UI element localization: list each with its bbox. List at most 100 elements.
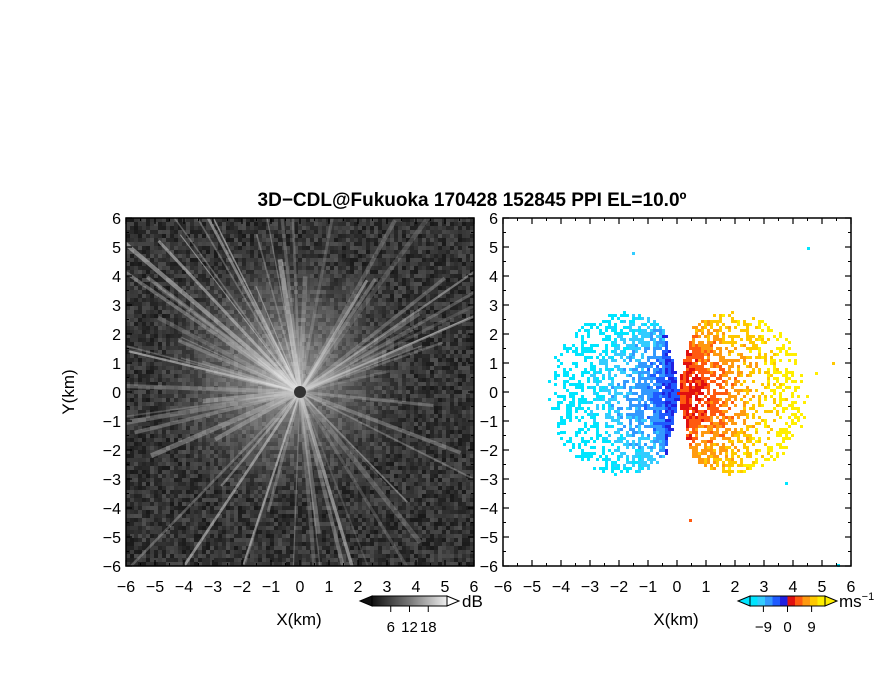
reflectivity-pixel: [190, 254, 194, 258]
reflectivity-pixel: [454, 350, 458, 354]
reflectivity-pixel: [190, 242, 194, 246]
reflectivity-pixel: [422, 378, 426, 382]
reflectivity-pixel: [454, 310, 458, 314]
reflectivity-pixel: [382, 222, 386, 226]
reflectivity-pixel: [454, 410, 458, 414]
reflectivity-pixel: [154, 278, 158, 282]
reflectivity-pixel: [398, 234, 402, 238]
reflectivity-pixel: [362, 226, 366, 230]
reflectivity-pixel: [166, 274, 170, 278]
reflectivity-pixel: [462, 430, 466, 434]
reflectivity-pixel: [146, 230, 150, 234]
reflectivity-pixel: [446, 310, 450, 314]
reflectivity-pixel: [450, 302, 454, 306]
reflectivity-pixel: [418, 374, 422, 378]
reflectivity-pixel: [350, 246, 354, 250]
reflectivity-pixel: [442, 242, 446, 246]
reflectivity-pixel: [422, 386, 426, 390]
reflectivity-pixel: [422, 338, 426, 342]
reflectivity-pixel: [446, 338, 450, 342]
reflectivity-pixel: [154, 254, 158, 258]
reflectivity-pixel: [422, 426, 426, 430]
reflectivity-pixel: [342, 226, 346, 230]
reflectivity-pixel: [174, 254, 178, 258]
reflectivity-pixel: [414, 406, 418, 410]
reflectivity-pixel: [362, 234, 366, 238]
reflectivity-pixel: [154, 442, 158, 446]
reflectivity-pixel: [398, 290, 402, 294]
reflectivity-pixel: [330, 242, 334, 246]
reflectivity-pixel: [190, 262, 194, 266]
reflectivity-pixel: [326, 234, 330, 238]
reflectivity-pixel: [446, 426, 450, 430]
reflectivity-pixel: [446, 314, 450, 318]
reflectivity-pixel: [162, 290, 166, 294]
reflectivity-pixel: [458, 282, 462, 286]
reflectivity-pixel: [194, 246, 198, 250]
reflectivity-pixel: [454, 314, 458, 318]
reflectivity-pixel: [426, 430, 430, 434]
reflectivity-pixel: [406, 422, 410, 426]
reflectivity-pixel: [462, 246, 466, 250]
reflectivity-pixel: [182, 242, 186, 246]
reflectivity-pixel: [150, 434, 154, 438]
reflectivity-pixel: [366, 266, 370, 270]
reflectivity-pixel: [434, 390, 438, 394]
reflectivity-pixel: [438, 438, 442, 442]
reflectivity-pixel: [382, 266, 386, 270]
reflectivity-pixel: [430, 434, 434, 438]
reflectivity-pixel: [374, 262, 378, 266]
reflectivity-pixel: [410, 250, 414, 254]
reflectivity-pixel: [394, 294, 398, 298]
reflectivity-pixel: [418, 410, 422, 414]
reflectivity-pixel: [418, 370, 422, 374]
reflectivity-pixel: [418, 274, 422, 278]
reflectivity-pixel: [142, 266, 146, 270]
reflectivity-pixel: [434, 290, 438, 294]
reflectivity-pixel: [418, 326, 422, 330]
reflectivity-pixel: [394, 274, 398, 278]
reflectivity-pixel: [170, 234, 174, 238]
reflectivity-pixel: [342, 222, 346, 226]
reflectivity-pixel: [398, 442, 402, 446]
reflectivity-pixel: [318, 230, 322, 234]
reflectivity-pixel: [150, 414, 154, 418]
reflectivity-pixel: [146, 414, 150, 418]
reflectivity-pixel: [130, 218, 134, 222]
reflectivity-pixel: [134, 242, 138, 246]
reflectivity-pixel: [162, 286, 166, 290]
reflectivity-pixel: [466, 346, 470, 350]
reflectivity-pixel: [130, 386, 134, 390]
reflectivity-pixel: [130, 442, 134, 446]
reflectivity-pixel: [458, 278, 462, 282]
reflectivity-pixel: [418, 298, 422, 302]
reflectivity-pixel: [182, 266, 186, 270]
reflectivity-pixel: [414, 314, 418, 318]
reflectivity-pixel: [442, 322, 446, 326]
reflectivity-pixel: [274, 218, 278, 222]
reflectivity-pixel: [126, 282, 130, 286]
reflectivity-pixel: [450, 294, 454, 298]
reflectivity-pixel: [426, 434, 430, 438]
reflectivity-pixel: [426, 242, 430, 246]
reflectivity-pixel: [442, 386, 446, 390]
reflectivity-pixel: [134, 378, 138, 382]
reflectivity-pixel: [430, 282, 434, 286]
reflectivity-pixel: [418, 270, 422, 274]
reflectivity-pixel: [206, 246, 210, 250]
reflectivity-pixel: [470, 378, 474, 382]
reflectivity-pixel: [438, 230, 442, 234]
reflectivity-pixel: [130, 246, 134, 250]
reflectivity-pixel: [446, 370, 450, 374]
reflectivity-pixel: [210, 230, 214, 234]
reflectivity-pixel: [134, 282, 138, 286]
reflectivity-pixel: [442, 398, 446, 402]
reflectivity-pixel: [222, 234, 226, 238]
reflectivity-pixel: [222, 222, 226, 226]
reflectivity-pixel: [134, 274, 138, 278]
reflectivity-pixel: [418, 386, 422, 390]
reflectivity-pixel: [366, 246, 370, 250]
reflectivity-pixel: [446, 302, 450, 306]
reflectivity-pixel: [398, 274, 402, 278]
reflectivity-pixel: [434, 286, 438, 290]
